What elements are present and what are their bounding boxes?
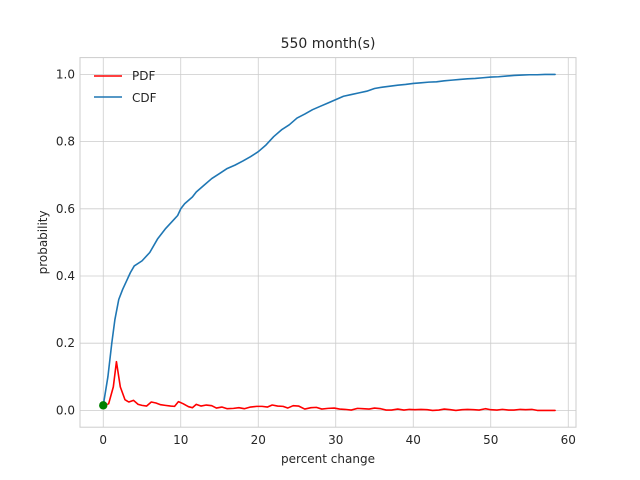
markers [99,401,108,410]
y-axis-label: probability [36,210,50,274]
legend-label-pdf: PDF [132,69,155,83]
x-axis-label: percent change [281,452,375,466]
y-tick-label: 0.2 [56,336,75,350]
axes-frame [79,57,577,428]
x-tick-label: 20 [251,433,266,447]
x-tick-label: 40 [406,433,421,447]
legend-label-cdf: CDF [132,91,157,105]
x-tick-label: 0 [99,433,107,447]
series-line-cdf [102,73,556,407]
y-tick-label: 0.0 [56,403,75,417]
y-tick-labels: 0.0 0.2 0.4 0.6 0.8 1.0 [56,67,75,417]
y-tick-label: 0.4 [56,269,75,283]
start-point-marker [99,401,108,410]
grid [80,57,576,428]
series-line-pdf [102,360,556,412]
y-tick-label: 0.6 [56,202,75,216]
axes-background [80,57,576,428]
x-tick-label: 60 [561,433,576,447]
plot-area: 0 10 20 30 40 50 60 0.0 0.2 0.4 0.6 0.8 1.0 [56,57,577,447]
series-lines [102,73,556,412]
x-tick-label: 30 [328,433,343,447]
x-tick-label: 10 [173,433,188,447]
y-tick-label: 0.8 [56,135,75,149]
y-tick-label: 1.0 [56,67,75,81]
legend: PDF CDF [94,69,157,105]
x-tick-label: 50 [483,433,498,447]
x-tick-labels: 0 10 20 30 40 50 60 [99,433,575,447]
chart-title: 550 month(s) [281,36,376,52]
